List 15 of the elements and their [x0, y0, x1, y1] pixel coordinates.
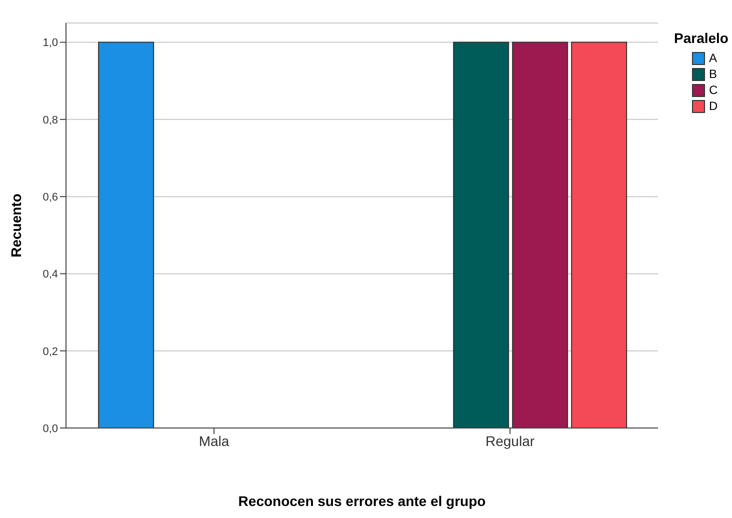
y-tick-label: 0,4 [42, 268, 58, 281]
y-axis-title: Recuento [8, 194, 24, 258]
y-tick-label: 1,0 [42, 37, 58, 50]
x-tick-label: Mala [198, 432, 230, 449]
legend-label: C [709, 83, 718, 97]
y-tick-label: 0,6 [42, 191, 58, 204]
y-tick-label: 0,0 [42, 422, 58, 435]
x-axis-title: Reconocen sus errores ante el grupo [238, 493, 486, 509]
y-tick-label: 0,2 [42, 346, 58, 358]
x-tick-label: Regular [485, 432, 535, 449]
legend-label: D [709, 99, 718, 113]
legend-label: B [709, 67, 718, 81]
y-tick-label: 0,8 [42, 114, 58, 126]
legend-title: Paralelo [674, 30, 728, 46]
legend-label: A [709, 51, 718, 65]
